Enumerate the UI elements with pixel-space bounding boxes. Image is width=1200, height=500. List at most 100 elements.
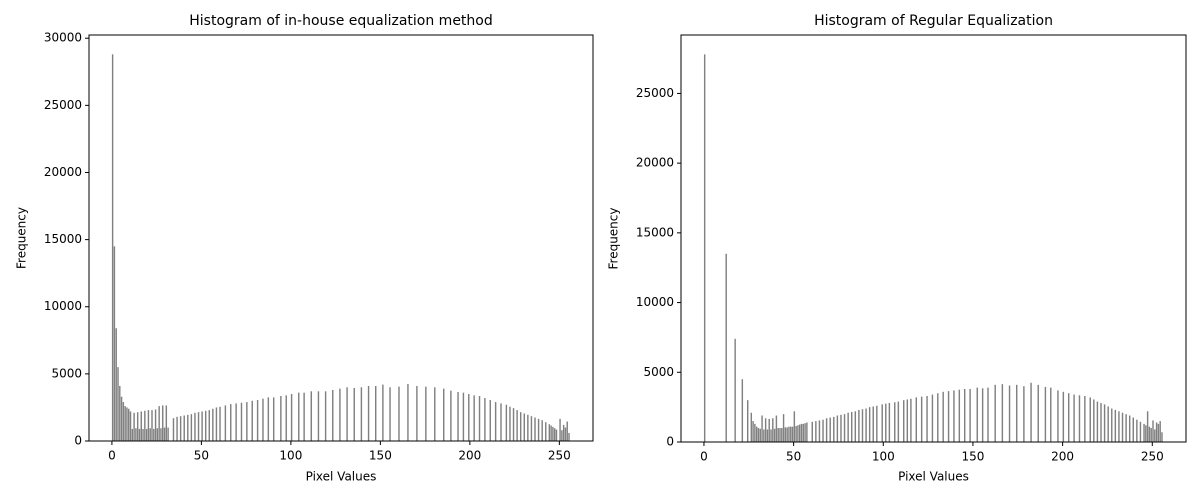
bar — [843, 414, 846, 442]
bar — [872, 406, 874, 442]
bar — [443, 388, 445, 441]
bar — [235, 403, 237, 441]
bar — [541, 420, 543, 441]
bar — [1150, 428, 1152, 442]
bar — [500, 403, 502, 441]
bar — [165, 405, 168, 441]
bar — [1161, 432, 1163, 442]
bar — [847, 412, 849, 442]
bar — [407, 383, 409, 441]
bar — [120, 396, 123, 441]
bar — [562, 424, 565, 441]
bar — [128, 408, 130, 441]
bar — [133, 412, 135, 441]
bar — [1121, 412, 1124, 442]
bar — [854, 411, 857, 442]
bar — [509, 406, 511, 441]
bar — [1078, 395, 1081, 442]
bar — [416, 385, 418, 441]
bar — [230, 404, 232, 441]
bar — [149, 428, 151, 441]
bar — [434, 387, 436, 441]
axes-frame — [680, 34, 1187, 443]
bar — [953, 390, 955, 442]
bar — [484, 398, 486, 441]
y-tick-label: 15000 — [44, 232, 82, 246]
bar — [926, 395, 928, 442]
bar — [876, 405, 878, 442]
bar — [158, 406, 160, 441]
bar — [772, 418, 774, 442]
bar — [272, 397, 275, 441]
bar — [215, 407, 218, 441]
bar — [1062, 391, 1065, 442]
bar — [339, 388, 341, 441]
y-tick-label: 25000 — [636, 86, 674, 100]
bar — [204, 410, 207, 441]
bar — [790, 426, 792, 442]
bar — [516, 410, 518, 441]
bar — [457, 391, 459, 441]
bar — [462, 392, 465, 441]
bar — [1155, 422, 1158, 442]
bar — [746, 400, 749, 442]
x-tick-label: 100 — [872, 450, 895, 464]
bar — [468, 394, 470, 441]
bar — [963, 389, 966, 442]
bar — [969, 389, 971, 442]
y-tick-label: 20000 — [636, 156, 674, 170]
bar — [981, 388, 984, 442]
x-tick-label: 0 — [700, 450, 708, 464]
x-tick-label: 250 — [1141, 450, 1164, 464]
bar — [906, 399, 909, 442]
bar — [725, 253, 727, 442]
y-axis-label: Frequency — [15, 207, 29, 269]
bar — [561, 430, 563, 441]
bar — [553, 428, 556, 441]
bar — [1089, 397, 1091, 442]
bar — [1114, 409, 1117, 442]
bar — [550, 425, 552, 441]
bar — [267, 397, 270, 441]
bar — [124, 406, 126, 441]
bar — [324, 391, 327, 441]
bar — [564, 427, 567, 441]
bar — [156, 428, 159, 441]
bar — [750, 412, 753, 442]
bar — [987, 387, 989, 442]
bar — [530, 416, 533, 441]
x-tick-label: 200 — [458, 449, 481, 463]
bar — [865, 408, 867, 442]
y-tick-label: 10000 — [636, 295, 674, 309]
bar — [741, 379, 744, 442]
bar — [552, 426, 554, 441]
bar — [793, 411, 796, 442]
bar — [768, 418, 770, 442]
bar — [147, 410, 150, 441]
bar — [566, 421, 568, 441]
bar — [858, 409, 860, 442]
bar — [129, 411, 132, 441]
bar — [160, 428, 162, 441]
y-tick-label: 5000 — [51, 366, 82, 380]
y-tick-label: 30000 — [44, 31, 82, 45]
bar — [1128, 415, 1131, 442]
bar — [505, 404, 508, 441]
bar — [777, 428, 779, 442]
axes-frame — [88, 34, 594, 442]
bar — [786, 427, 788, 442]
bar — [367, 385, 370, 441]
x-axis-label: Pixel Values — [898, 470, 969, 484]
bar — [888, 402, 891, 442]
bar — [122, 402, 125, 441]
bar — [994, 384, 996, 442]
bar — [763, 429, 765, 442]
bar — [811, 421, 813, 442]
bar — [1157, 423, 1160, 442]
bar — [734, 338, 736, 442]
bar — [861, 409, 864, 442]
bar — [117, 367, 119, 441]
bar — [290, 394, 293, 441]
bar — [1030, 382, 1032, 442]
bar — [262, 398, 264, 441]
